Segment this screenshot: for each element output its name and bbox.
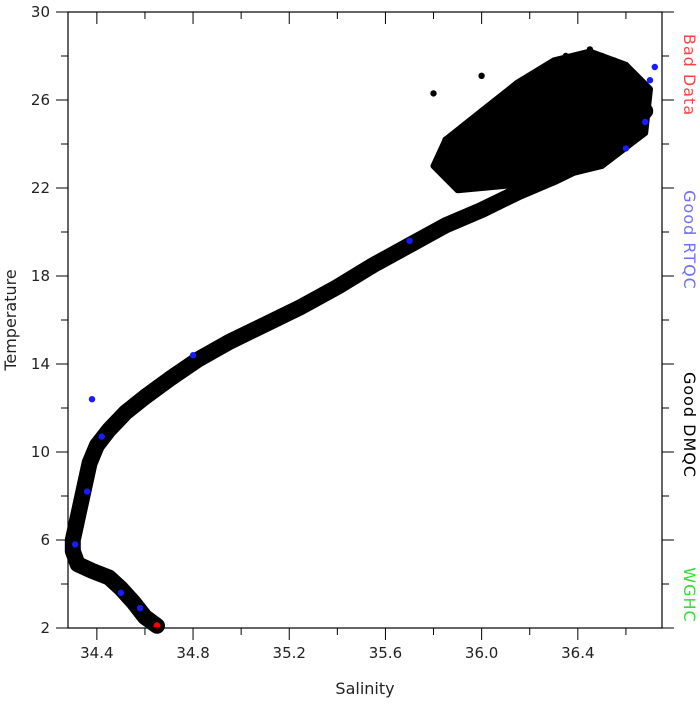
data-point [610,118,618,126]
data-point [586,156,594,163]
data-point [129,598,137,605]
data-point [105,574,113,581]
data-point [72,525,79,533]
data-point [502,96,509,104]
y-tick-label: 10 [31,443,50,461]
y-tick-label: 2 [40,619,50,637]
data-point [86,459,93,467]
data-point [622,129,630,137]
data-point [298,303,305,310]
data-point [646,77,654,84]
x-tick-label: 34.4 [80,644,113,662]
data-point [598,85,606,93]
data-point [370,261,377,269]
data-point [610,57,618,64]
data-point [622,145,630,152]
data-point [406,242,413,249]
data-point [93,442,101,449]
x-axis-label: Salinity [335,679,394,698]
x-tick-label: 36.0 [465,644,498,662]
y-tick-label: 6 [40,531,50,549]
data-point [538,85,545,93]
y-tick-label: 26 [31,91,50,109]
legend: Bad Data Good RTQC Good DMQC WGHC [680,34,699,623]
data-point [194,356,202,363]
data-point [430,90,437,97]
y-tick-label: 14 [31,355,50,373]
x-tick-label: 35.2 [273,644,306,662]
data-point [117,589,125,596]
data-point [562,52,569,60]
y-tick-label: 18 [31,267,50,285]
y-axis-label: Temperature [1,269,20,371]
data-point [334,283,341,291]
data-point [262,321,269,328]
data-points-layer [69,46,658,630]
x-tick-label: 34.8 [176,644,209,662]
data-point [622,70,630,77]
data-point [406,237,413,244]
data-point [122,409,129,416]
y-tick-label: 30 [31,3,50,21]
data-point [502,173,509,181]
data-point [642,118,649,126]
data-point [526,74,533,82]
x-tick-label: 36.4 [561,644,594,662]
data-point [466,118,473,126]
data-point [141,613,149,621]
data-point [88,396,96,403]
data-point [478,72,485,80]
legend-entry: Bad Data [680,34,699,116]
data-point [105,426,113,434]
legend-entry: Good DMQC [680,372,699,478]
legend-entry: WGHC [680,567,699,622]
data-point [514,189,521,196]
y-tick-label: 22 [31,179,50,197]
data-point [442,136,449,143]
data-point [69,547,77,555]
data-point [136,605,144,612]
data-point [598,52,606,60]
data-point [117,585,125,592]
data-point [454,184,461,192]
upper-cluster [430,48,653,194]
data-point [642,107,649,115]
data-point [478,206,485,214]
ts-band [64,103,654,634]
data-point [72,541,79,548]
x-tick-label: 35.6 [369,644,402,662]
data-point [81,481,89,489]
data-point [76,503,84,511]
data-point [550,158,557,165]
x-axis-ticks: 34.4 34.8 35.2 35.6 36.0 36.4 [80,12,627,662]
data-point [651,63,658,71]
data-point [574,140,581,148]
data-point [74,561,81,568]
data-point [84,488,91,495]
data-point [98,433,105,440]
data-point [490,151,497,159]
data-point [225,338,233,346]
data-point [550,173,557,181]
data-point [442,222,449,229]
data-point [165,376,173,383]
data-point [526,129,533,137]
data-point [562,107,569,115]
data-point [586,46,594,53]
data-point [88,567,96,574]
data-point [141,393,149,401]
legend-entry: Good RTQC [680,190,699,290]
data-point [634,79,642,86]
data-point [189,352,197,359]
point-cloud-layer [64,48,654,634]
